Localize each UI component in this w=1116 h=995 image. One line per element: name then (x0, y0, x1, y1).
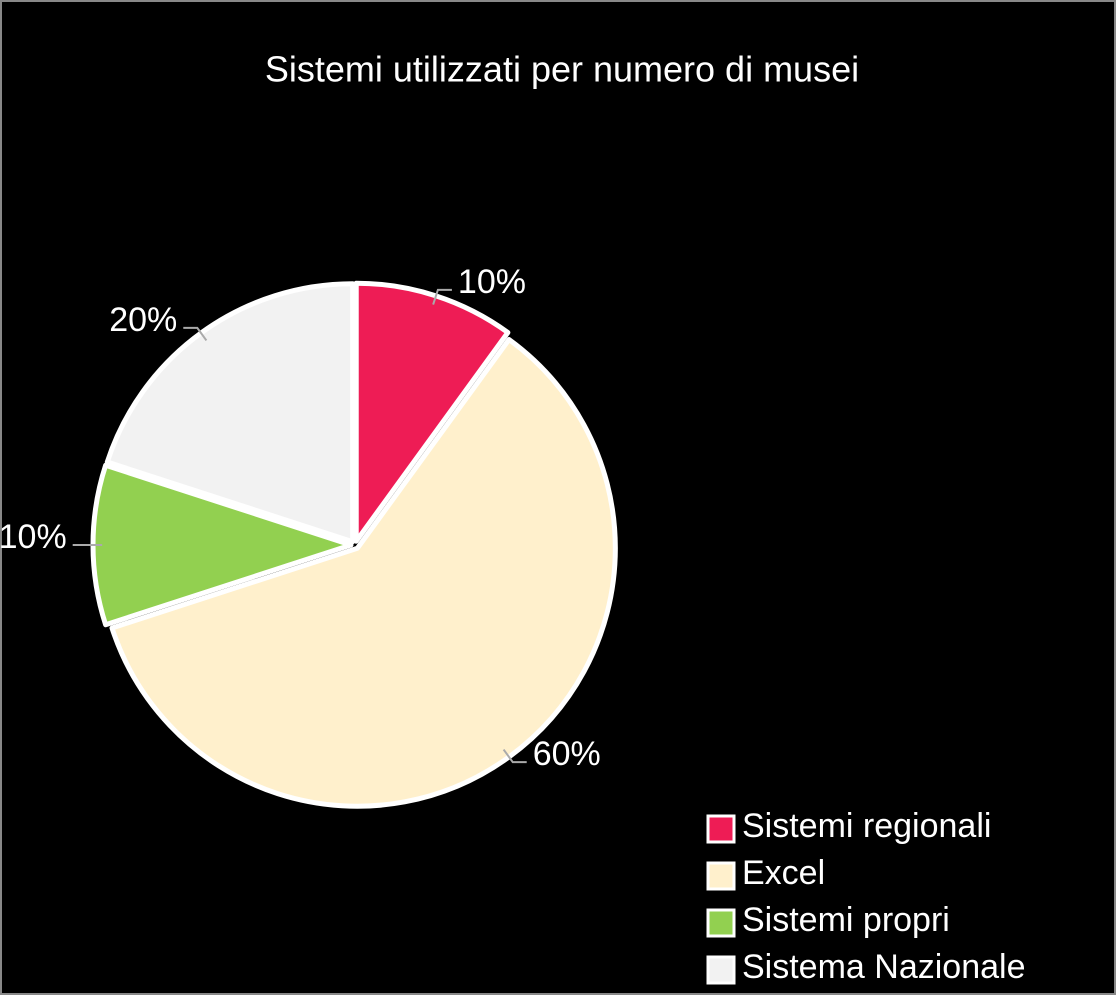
data-label: 10% (458, 263, 526, 301)
leader-line (432, 288, 452, 305)
data-label: 10% (0, 518, 67, 556)
legend-label: Excel (742, 854, 825, 892)
legend-swatch (706, 955, 736, 985)
leader-line (502, 748, 527, 764)
chart-title: Sistemi utilizzati per numero di musei (265, 49, 859, 90)
data-label: 20% (109, 301, 177, 339)
legend-label: Sistemi propri (742, 901, 950, 939)
leader-line (183, 326, 208, 342)
legend-swatch (706, 814, 736, 844)
legend-label: Sistemi regionali (742, 807, 991, 845)
legend-swatch (706, 908, 736, 938)
legend-label: Sistema Nazionale (742, 948, 1025, 986)
legend-swatch (706, 861, 736, 891)
data-label: 60% (533, 735, 601, 773)
